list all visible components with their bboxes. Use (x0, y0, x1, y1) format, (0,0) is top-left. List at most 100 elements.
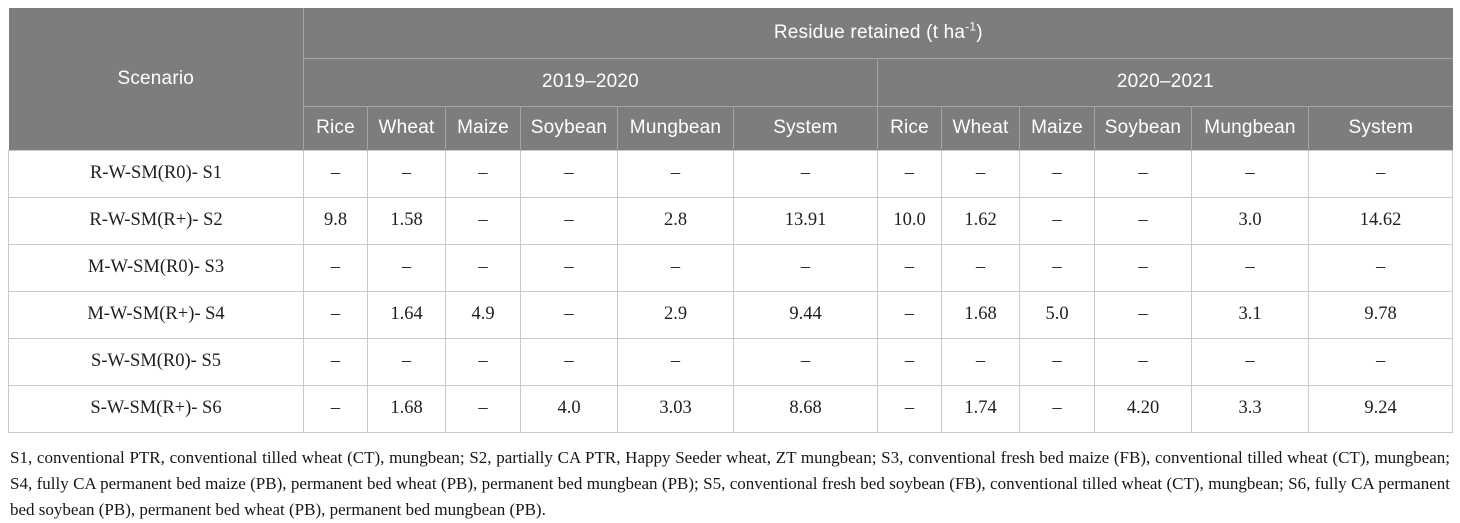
scenario-cell: S-W-SM(R+)- S6 (8, 384, 304, 433)
value-cell: – (367, 243, 446, 292)
value-cell: 3.3 (1191, 384, 1309, 433)
value-cell: 14.62 (1307, 196, 1454, 245)
value-cell: 1.64 (367, 290, 446, 339)
value-cell: 9.8 (303, 196, 368, 245)
scenario-column-header: Scenario (8, 8, 304, 150)
value-cell: 4.0 (520, 384, 618, 433)
value-cell: – (1094, 196, 1192, 245)
value-cell: 1.74 (941, 384, 1020, 433)
value-cell: – (1019, 149, 1095, 198)
value-cell: – (617, 149, 734, 198)
value-cell: 2.9 (617, 290, 734, 339)
value-cell: – (733, 337, 878, 386)
crop-column-header-mungbean: Mungbean (1191, 105, 1309, 150)
value-cell: – (445, 196, 521, 245)
value-cell: – (877, 290, 942, 339)
value-cell: – (1191, 337, 1309, 386)
value-cell: – (877, 384, 942, 433)
value-cell: – (733, 149, 878, 198)
value-cell: – (303, 149, 368, 198)
residue-retained-table: Scenario Residue retained (t ha-1) 2019–… (8, 8, 1454, 433)
value-cell: – (877, 149, 942, 198)
value-cell: 5.0 (1019, 290, 1095, 339)
table-row-s6: S-W-SM(R+)- S6 – 1.68 – 4.0 3.03 8.68 – … (8, 384, 1454, 433)
value-cell: – (445, 243, 521, 292)
value-cell: – (1307, 243, 1454, 292)
crop-column-header-maize: Maize (1019, 105, 1095, 150)
crop-column-header-wheat: Wheat (367, 105, 446, 150)
crop-column-header-rice: Rice (303, 105, 368, 150)
value-cell: 4.20 (1094, 384, 1192, 433)
residue-unit-prefix: Residue retained (t ha (773, 21, 966, 43)
value-cell: 9.44 (733, 290, 878, 339)
table-row-s2: R-W-SM(R+)- S2 9.8 1.58 – – 2.8 13.91 10… (8, 196, 1454, 245)
value-cell: 1.62 (941, 196, 1020, 245)
value-cell: – (367, 149, 446, 198)
residue-unit-superscript: -1 (965, 19, 977, 34)
value-cell: – (1019, 384, 1095, 433)
value-cell: – (445, 384, 521, 433)
value-cell: – (445, 149, 521, 198)
crop-column-header-rice: Rice (877, 105, 942, 150)
value-cell: 3.0 (1191, 196, 1309, 245)
header-row-crops: Rice Wheat Maize Soybean Mungbean System… (9, 105, 1453, 150)
crop-column-header-soybean: Soybean (520, 105, 618, 150)
scenario-cell: R-W-SM(R+)- S2 (8, 196, 304, 245)
scenario-cell: M-W-SM(R+)- S4 (8, 290, 304, 339)
table-row-s4: M-W-SM(R+)- S4 – 1.64 4.9 – 2.9 9.44 – 1… (8, 290, 1454, 339)
value-cell: 9.78 (1307, 290, 1454, 339)
value-cell: – (1191, 149, 1309, 198)
value-cell: 3.1 (1191, 290, 1309, 339)
value-cell: – (303, 243, 368, 292)
value-cell: 4.9 (445, 290, 521, 339)
value-cell: – (1094, 149, 1192, 198)
value-cell: – (520, 196, 618, 245)
value-cell: – (941, 243, 1020, 292)
value-cell: 10.0 (877, 196, 942, 245)
table-header: Scenario Residue retained (t ha-1) 2019–… (8, 8, 1453, 150)
value-cell: 1.58 (367, 196, 446, 245)
value-cell: – (941, 149, 1020, 198)
value-cell: 1.68 (367, 384, 446, 433)
header-row-unit: Scenario Residue retained (t ha-1) (8, 8, 1453, 150)
value-cell: – (941, 337, 1020, 386)
residue-unit-suffix: ) (976, 21, 983, 43)
crop-column-header-maize: Maize (445, 105, 521, 150)
value-cell: – (520, 337, 618, 386)
value-cell: – (877, 337, 942, 386)
crop-column-header-soybean: Soybean (1094, 105, 1192, 150)
value-cell: – (1307, 149, 1454, 198)
value-cell: – (445, 337, 521, 386)
table-body: R-W-SM(R0)- S1 – – – – – – – – – – – – R… (8, 149, 1454, 433)
value-cell: – (877, 243, 942, 292)
value-cell: – (520, 149, 618, 198)
value-cell: – (520, 290, 618, 339)
value-cell: – (733, 243, 878, 292)
value-cell: – (1094, 290, 1192, 339)
year-group-header-2020-2021: 2020–2021 (876, 57, 1453, 106)
value-cell: – (617, 337, 734, 386)
crop-column-header-system: System (1307, 105, 1453, 150)
value-cell: – (1191, 243, 1309, 292)
value-cell: – (303, 337, 368, 386)
value-cell: 2.8 (617, 196, 734, 245)
value-cell: 1.68 (941, 290, 1020, 339)
value-cell: – (303, 290, 368, 339)
value-cell: 8.68 (733, 384, 878, 433)
table-row-s1: R-W-SM(R0)- S1 – – – – – – – – – – – – (8, 149, 1454, 198)
scenario-cell: S-W-SM(R0)- S5 (8, 337, 304, 386)
scenario-cell: R-W-SM(R0)- S1 (8, 149, 304, 198)
crop-column-header-system: System (733, 105, 878, 150)
table-row-s3: M-W-SM(R0)- S3 – – – – – – – – – – – – (8, 243, 1454, 292)
value-cell: – (1019, 196, 1095, 245)
crop-column-header-mungbean: Mungbean (617, 105, 734, 150)
value-cell: – (617, 243, 734, 292)
value-cell: – (367, 337, 446, 386)
value-cell: – (1307, 337, 1454, 386)
value-cell: – (1094, 243, 1192, 292)
value-cell: 13.91 (733, 196, 878, 245)
scenario-cell: M-W-SM(R0)- S3 (8, 243, 304, 292)
value-cell: 3.03 (617, 384, 734, 433)
value-cell: – (1094, 337, 1192, 386)
